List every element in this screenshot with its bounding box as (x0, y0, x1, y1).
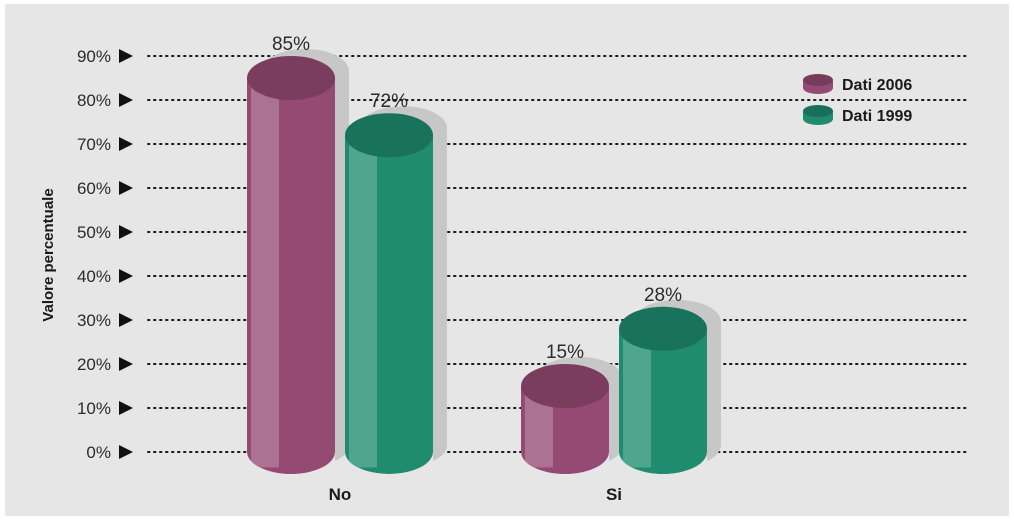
labels-layer: 85% 72% No 15% 28% Si (272, 34, 682, 504)
y-tick-label: 50% (77, 223, 111, 242)
y-tick-label: 40% (77, 267, 111, 286)
legend-item: Dati 1999 (803, 105, 912, 125)
bar-base-mask (619, 452, 707, 476)
legend-label: Dati 1999 (842, 108, 912, 125)
bar-highlight (349, 135, 377, 468)
bar-highlight (623, 328, 651, 468)
y-tick-label: 80% (77, 91, 111, 110)
data-label: 85% (272, 34, 310, 55)
y-tick-label: 30% (77, 311, 111, 330)
tick-arrow-icon (119, 181, 133, 195)
bar-top (521, 364, 609, 408)
tick-arrow-icon (119, 225, 133, 239)
x-category-label: No (329, 485, 352, 504)
y-tick-label: 60% (77, 179, 111, 198)
bar-base-mask (521, 452, 609, 476)
y-axis-title: Valore percentuale (40, 188, 57, 321)
bar (345, 106, 447, 476)
tick-arrow-icon (119, 49, 133, 63)
bar (247, 49, 349, 476)
bar-top (345, 113, 433, 158)
bars-layer (247, 49, 721, 476)
bar-top (619, 306, 707, 351)
tick-arrow-icon (119, 313, 133, 327)
bar (619, 299, 721, 476)
x-category-label: Si (606, 485, 622, 504)
y-tick-label: 70% (77, 135, 111, 154)
tick-arrow-icon (119, 137, 133, 151)
data-label: 15% (546, 342, 584, 363)
bar-top (247, 56, 335, 100)
data-label: 28% (644, 285, 682, 306)
y-tick-label: 90% (77, 47, 111, 66)
bar (521, 357, 623, 476)
y-tick-label: 0% (86, 443, 111, 462)
tick-arrow-icon (119, 445, 133, 459)
bar-base-mask (247, 452, 335, 476)
tick-arrow-icon (119, 401, 133, 415)
bar-base-mask (345, 452, 433, 476)
legend: Dati 2006 Dati 1999 (803, 74, 912, 125)
tick-arrow-icon (119, 93, 133, 107)
bar-highlight (251, 78, 279, 468)
legend-item: Dati 2006 (803, 74, 912, 94)
data-label: 72% (370, 91, 408, 112)
tick-arrow-icon (119, 269, 133, 283)
y-tick-label: 10% (77, 399, 111, 418)
legend-swatch-top (803, 105, 833, 117)
legend-label: Dati 2006 (842, 77, 912, 94)
y-tick-label: 20% (77, 355, 111, 374)
legend-swatch-top (803, 74, 833, 86)
tick-arrow-icon (119, 357, 133, 371)
